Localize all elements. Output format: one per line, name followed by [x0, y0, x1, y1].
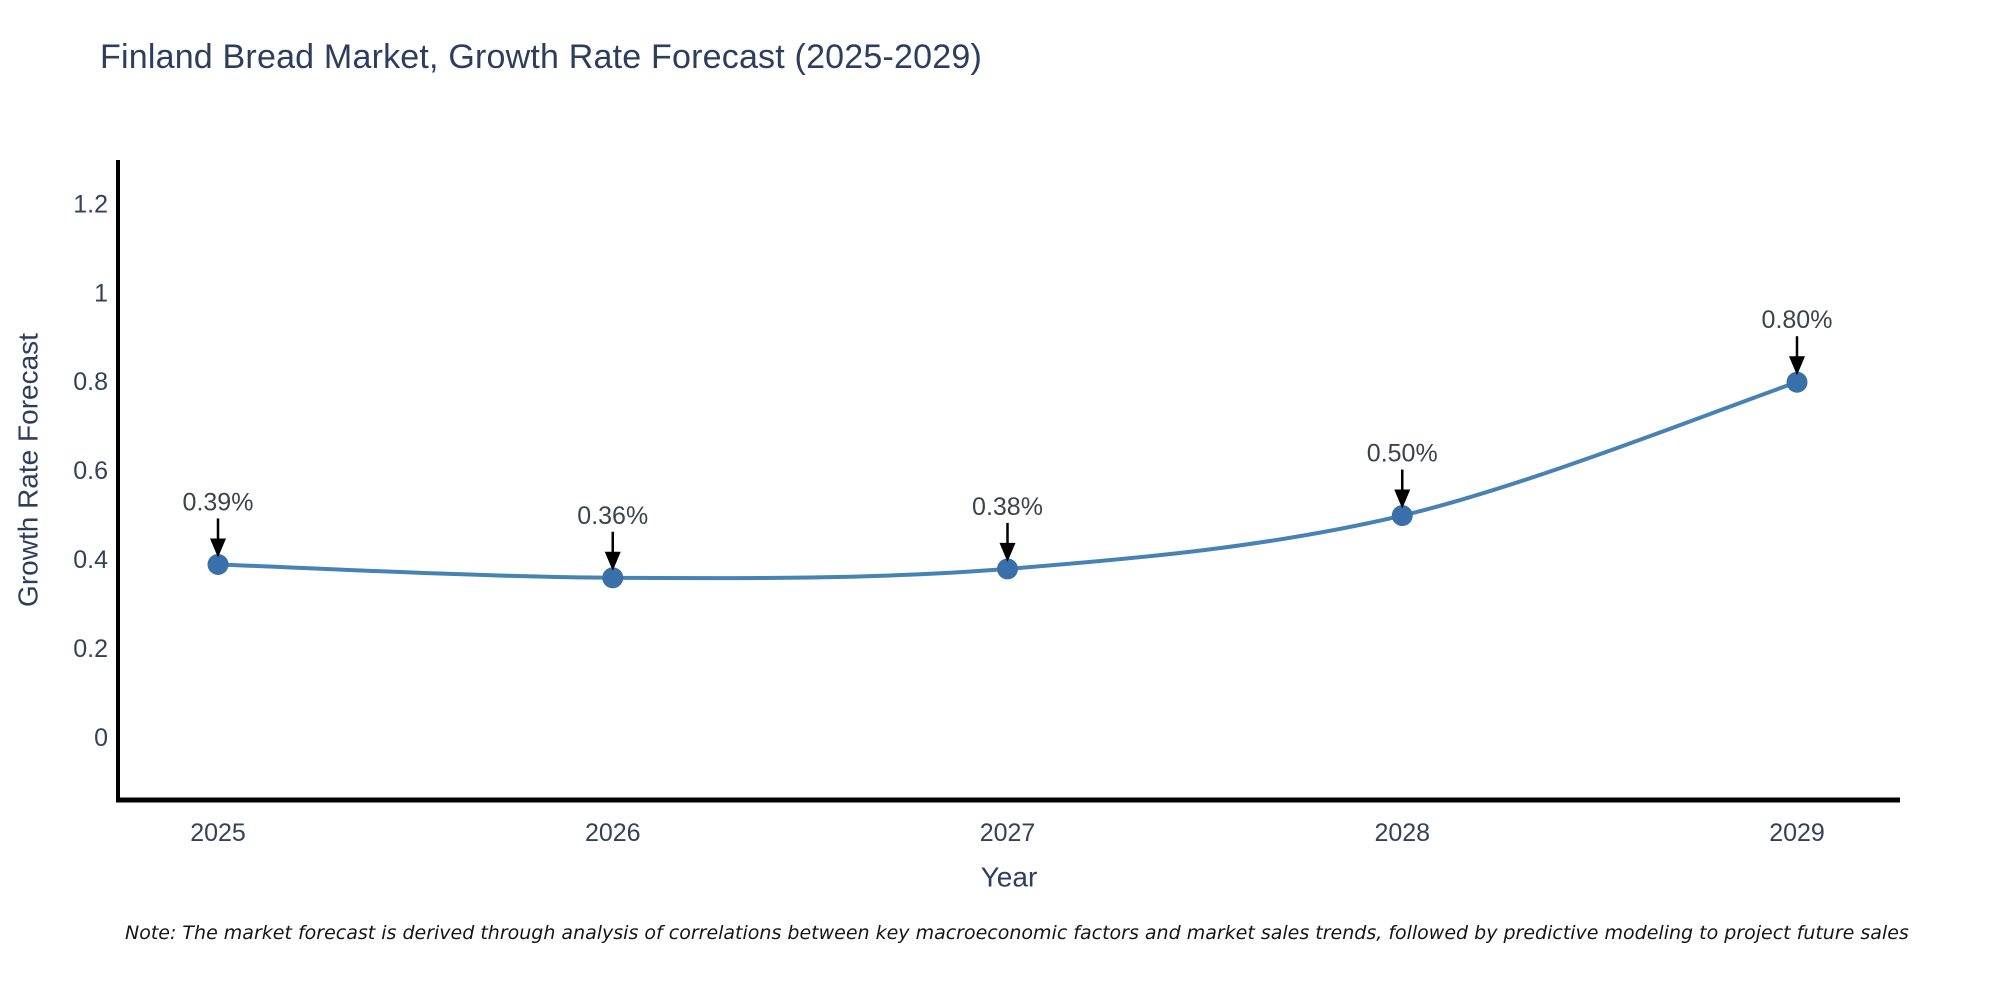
- y-tick-label: 1: [94, 279, 108, 307]
- y-tick-label: 0.8: [73, 368, 108, 396]
- y-tick-label: 0.4: [73, 546, 108, 574]
- annotation-arrowhead: [210, 538, 226, 558]
- annotation-arrowhead: [1789, 356, 1805, 376]
- y-tick-label: 0.2: [73, 635, 108, 663]
- annotation-label: 0.38%: [972, 493, 1043, 521]
- x-tick-label: 2029: [1769, 819, 1825, 847]
- annotation-arrowhead: [604, 551, 621, 571]
- footnote: Note: The market forecast is derived thr…: [125, 922, 1909, 944]
- y-axis-title: Growth Rate Forecast: [13, 333, 44, 607]
- annotation-label: 0.80%: [1762, 306, 1833, 334]
- x-axis-title: Year: [981, 862, 1038, 893]
- data-point: [602, 567, 624, 589]
- annotation-arrowhead: [1394, 489, 1411, 509]
- annotation-arrowhead: [999, 542, 1016, 562]
- data-point: [207, 553, 229, 575]
- y-tick-label: 0.6: [73, 457, 108, 485]
- annotation-label: 0.36%: [577, 502, 648, 530]
- x-tick-label: 2028: [1374, 819, 1430, 847]
- annotation-label: 0.39%: [183, 488, 254, 516]
- chart-title: Finland Bread Market, Growth Rate Foreca…: [100, 38, 982, 76]
- x-tick-label: 2026: [585, 819, 641, 847]
- data-point: [1391, 505, 1413, 527]
- x-tick-label: 2027: [980, 819, 1036, 847]
- y-tick-label: 1.2: [73, 190, 108, 218]
- data-point: [997, 558, 1018, 580]
- annotation-label: 0.50%: [1367, 440, 1438, 468]
- data-point: [1786, 371, 1808, 393]
- y-tick-label: 0: [94, 724, 108, 752]
- x-tick-label: 2025: [190, 819, 246, 847]
